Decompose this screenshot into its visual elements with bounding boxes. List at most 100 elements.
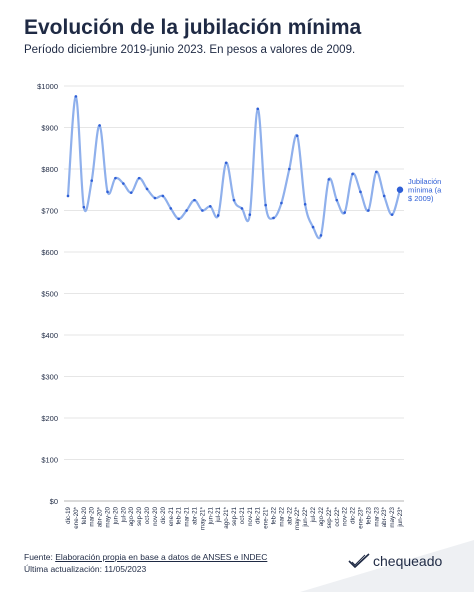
y-tick-label: $900 — [41, 124, 58, 133]
data-point — [98, 124, 101, 127]
x-tick-label: ago-21* — [223, 506, 230, 528]
x-tick-label: oct-22* — [334, 506, 341, 526]
x-tick-label: may-22* — [294, 506, 301, 530]
x-tick-label: may-23 — [389, 506, 396, 527]
data-point — [382, 194, 386, 198]
gridlines — [64, 85, 404, 502]
x-tick-label: jun-21 — [207, 506, 214, 525]
data-point — [137, 176, 141, 180]
y-axis-labels: $0 $100 $200 $300 $400 $500 $600 $700 $800 $900 $1… — [37, 82, 58, 506]
y-tick-label: $400 — [41, 331, 58, 340]
y-tick-label: $300 — [41, 373, 58, 382]
y-tick-label: $200 — [41, 414, 58, 423]
data-point — [343, 211, 346, 214]
x-tick-label: jul-22 — [310, 506, 317, 523]
x-tick-label: abr-23* — [381, 506, 388, 527]
x-tick-label: abr-21 — [191, 506, 198, 524]
last-updated: Última actualización: 11/05/2023 — [24, 564, 147, 574]
data-point — [129, 191, 133, 194]
chequeado-logo[interactable]: chequeado — [348, 553, 442, 569]
x-tick-label: mar-21 — [184, 506, 191, 526]
data-point — [82, 205, 86, 209]
data-point — [295, 134, 299, 138]
series-end-label: Jubilación mínima (a $ 2009) — [408, 177, 442, 203]
series-label: Jubilación mínima (a $ 2009) — [408, 177, 442, 203]
x-tick-label: ago-20 — [128, 506, 135, 526]
data-point — [193, 198, 196, 202]
data-point — [288, 167, 291, 171]
x-tick-label: feb-22 — [271, 506, 278, 524]
x-tick-label: abr-22 — [286, 506, 293, 524]
data-point — [185, 209, 188, 212]
data-point — [327, 178, 331, 181]
x-tick-label: feb-21 — [176, 506, 183, 524]
data-point — [161, 194, 165, 198]
x-tick-label: mar-20 — [89, 506, 96, 526]
x-tick-label: jun-23* — [397, 506, 404, 527]
x-tick-label: jul-21 — [215, 506, 222, 523]
brand-name: chequeado — [373, 553, 443, 569]
x-tick-label: jul-20 — [120, 506, 127, 523]
x-tick-label: sep-20 — [136, 506, 143, 525]
data-point — [66, 194, 70, 198]
data-point — [351, 172, 354, 176]
x-tick-label: mar-23 — [373, 506, 380, 526]
source-link[interactable]: Elaboración propia en base a datos de AN… — [55, 552, 268, 562]
data-point — [122, 182, 125, 185]
data-point — [303, 202, 307, 206]
series-line — [66, 95, 402, 240]
last-data-point — [396, 186, 404, 193]
data-points — [66, 95, 404, 237]
data-point — [367, 209, 370, 212]
data-point — [390, 213, 394, 216]
x-tick-label: feb-20 — [81, 506, 88, 524]
data-point — [280, 201, 283, 205]
data-point — [248, 213, 252, 216]
source-note: Fuente: Elaboración propia en base a dat… — [24, 552, 267, 562]
data-point — [319, 234, 323, 237]
data-point — [216, 214, 220, 217]
y-tick-label: $500 — [41, 290, 58, 299]
data-point — [153, 196, 157, 200]
x-tick-label: dic-21 — [255, 506, 262, 523]
x-tick-label: jun-20 — [112, 506, 119, 525]
data-point — [201, 209, 204, 212]
y-tick-label: $100 — [41, 456, 58, 465]
y-tick-label: $1000 — [37, 82, 58, 91]
x-tick-label: jun-22* — [302, 506, 309, 527]
data-point — [272, 216, 275, 220]
data-point — [177, 217, 180, 221]
x-tick-label: nov-22 — [342, 506, 349, 525]
data-point — [359, 190, 362, 194]
y-tick-label: $700 — [41, 207, 58, 216]
x-tick-label: dic-20 — [160, 506, 167, 523]
x-tick-label: feb-23 — [365, 506, 372, 524]
data-point — [224, 161, 228, 165]
data-point — [264, 203, 267, 207]
x-tick-label: sep-22* — [326, 506, 333, 528]
x-tick-label: may-20 — [105, 506, 112, 527]
x-tick-label: sep-21 — [231, 506, 238, 525]
x-tick-label: ene-23* — [357, 506, 364, 528]
data-point — [208, 205, 212, 208]
data-point — [106, 190, 109, 194]
chart-title: Evolución de la jubilación mínima — [24, 16, 362, 39]
data-point — [240, 207, 244, 210]
data-point — [169, 207, 173, 210]
data-point — [145, 187, 149, 191]
x-tick-label: ene-21 — [168, 506, 175, 526]
x-tick-label: oct-21 — [239, 506, 246, 524]
x-tick-label: dic-19 — [65, 506, 72, 523]
x-tick-label: dic-22 — [350, 506, 357, 523]
chart-subtitle: Período diciembre 2019-junio 2023. En pe… — [24, 44, 356, 56]
x-tick-label: nov-21 — [247, 506, 254, 525]
data-point — [90, 179, 94, 182]
y-tick-label: $600 — [41, 248, 58, 257]
y-tick-label: $800 — [41, 165, 58, 174]
checkmark-logo-icon — [348, 553, 370, 568]
x-tick-label: mar-22 — [278, 506, 285, 526]
data-point — [311, 225, 315, 229]
data-point — [74, 95, 78, 98]
